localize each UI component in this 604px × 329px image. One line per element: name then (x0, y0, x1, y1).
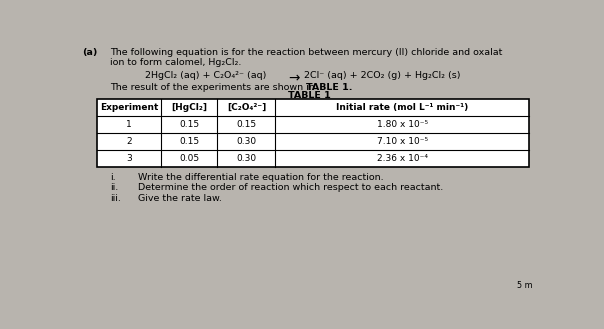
Text: →: → (289, 71, 300, 85)
Text: 1.80 x 10⁻⁵: 1.80 x 10⁻⁵ (377, 120, 428, 129)
Text: 2Cl⁻ (aq) + 2CO₂ (g) + Hg₂Cl₂ (s): 2Cl⁻ (aq) + 2CO₂ (g) + Hg₂Cl₂ (s) (304, 71, 461, 80)
Text: 7.10 x 10⁻⁵: 7.10 x 10⁻⁵ (377, 137, 428, 146)
Text: 5 m: 5 m (517, 282, 533, 291)
Text: 2.36 x 10⁻⁴: 2.36 x 10⁻⁴ (377, 154, 428, 163)
Text: 2: 2 (126, 137, 132, 146)
Text: 0.30: 0.30 (236, 137, 257, 146)
Text: iii.: iii. (111, 194, 121, 203)
Text: ion to form calomel, Hg₂Cl₂.: ion to form calomel, Hg₂Cl₂. (111, 58, 242, 67)
Text: 0.15: 0.15 (236, 120, 257, 129)
Text: [HgCl₂]: [HgCl₂] (171, 103, 207, 112)
Text: ii.: ii. (111, 184, 118, 192)
Text: TABLE 1: TABLE 1 (288, 91, 331, 100)
Text: TABLE 1.: TABLE 1. (306, 83, 353, 92)
Text: i.: i. (111, 173, 116, 182)
Text: 0.15: 0.15 (179, 137, 199, 146)
Text: 0.15: 0.15 (179, 120, 199, 129)
Text: 0.05: 0.05 (179, 154, 199, 163)
Text: 1: 1 (126, 120, 132, 129)
Text: 3: 3 (126, 154, 132, 163)
Text: Determine the order of reaction which respect to each reactant.: Determine the order of reaction which re… (138, 184, 443, 192)
Text: The following equation is for the reaction between mercury (II) chloride and oxa: The following equation is for the reacti… (111, 48, 503, 57)
Text: (a): (a) (82, 48, 97, 57)
Text: 2HgCl₂ (aq) + C₂O₄²⁻ (aq): 2HgCl₂ (aq) + C₂O₄²⁻ (aq) (145, 71, 266, 80)
Text: The result of the experiments are shown in: The result of the experiments are shown … (111, 83, 318, 92)
Text: [C₂O₄²⁻]: [C₂O₄²⁻] (226, 103, 266, 112)
Text: 0.30: 0.30 (236, 154, 257, 163)
Bar (97, 99, 529, 166)
Text: Give the rate law.: Give the rate law. (138, 194, 222, 203)
Text: Initial rate (mol L⁻¹ min⁻¹): Initial rate (mol L⁻¹ min⁻¹) (336, 103, 468, 112)
Text: Experiment: Experiment (100, 103, 158, 112)
Text: Write the differential rate equation for the reaction.: Write the differential rate equation for… (138, 173, 383, 182)
